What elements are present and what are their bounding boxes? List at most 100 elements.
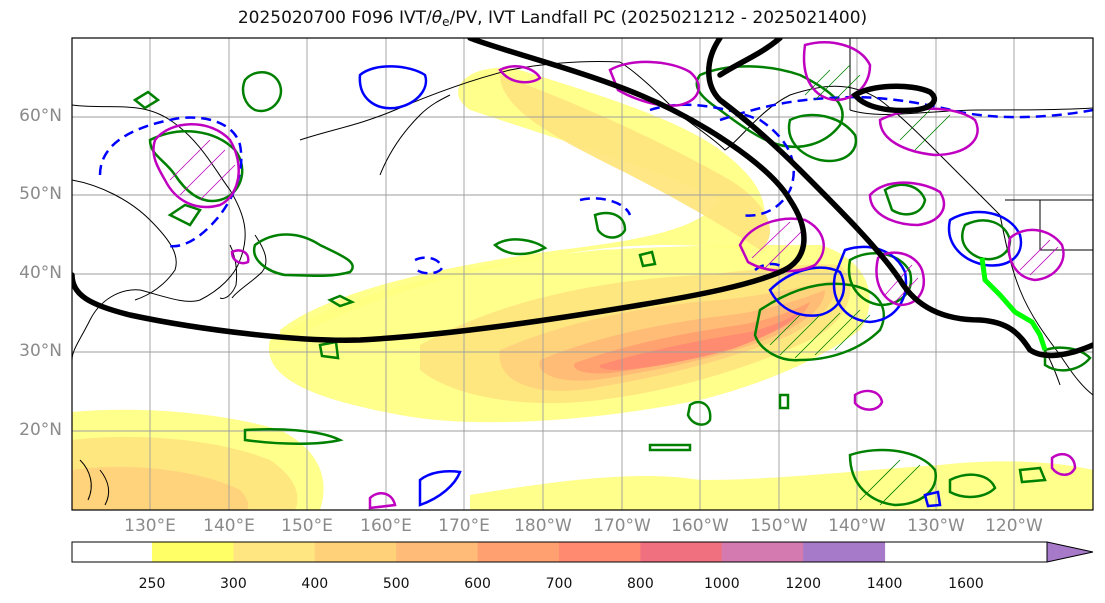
lon-tick-label: 120°W xyxy=(985,516,1043,536)
green-contour-19 xyxy=(686,400,712,426)
colorbar-cell xyxy=(314,542,397,562)
colorbar-below xyxy=(72,542,152,562)
colorbar-tick-label: 1000 xyxy=(703,576,740,592)
pv-solid-contours xyxy=(358,65,1023,508)
colorbar-tick-label: 800 xyxy=(627,576,654,592)
ivt-fill xyxy=(72,68,1093,510)
green-contour-17 xyxy=(1043,346,1092,372)
lat-tick-label: 40°N xyxy=(19,263,62,283)
hatching xyxy=(769,64,951,506)
lat-tick-label: 30°N xyxy=(19,341,62,361)
colorbar-cell xyxy=(559,542,641,562)
map-frame xyxy=(71,37,1094,511)
magenta-contour-2 xyxy=(230,249,250,265)
lat-tick-label: 20°N xyxy=(19,420,62,440)
lon-tick-label: 170°W xyxy=(593,516,651,536)
blue-dash-2 xyxy=(413,256,444,275)
colorbar-tick-label: 1400 xyxy=(866,576,903,592)
green-contour-21 xyxy=(778,393,790,410)
blue-dash-4 xyxy=(649,103,795,217)
coast-kamchatka xyxy=(379,94,451,176)
lon-tick-label: 170°E xyxy=(438,516,490,536)
lat-tick-label: 60°N xyxy=(19,106,62,126)
colorbar-cell xyxy=(152,542,234,562)
coast-japan xyxy=(231,234,267,299)
green-contour-14 xyxy=(753,282,885,362)
lon-tick-label: 160°E xyxy=(360,516,412,536)
thick-contour-east xyxy=(706,38,1093,359)
blue-contour-6 xyxy=(923,490,942,508)
theta-subscript: e xyxy=(442,15,450,29)
lon-tick-label: 150°W xyxy=(750,516,808,536)
coast-korea xyxy=(219,244,238,299)
green-contour-23 xyxy=(948,473,997,499)
colorbar-tick-label: 500 xyxy=(382,576,410,592)
green-contour-3 xyxy=(148,130,244,203)
map-area xyxy=(72,38,1093,510)
blue-dash-5 xyxy=(719,95,1093,122)
title-suffix: /PV, IVT Landfall PC (2025021212 - 20250… xyxy=(449,8,868,28)
green-contour-2 xyxy=(132,90,161,110)
green-contour-10 xyxy=(638,250,657,268)
green-contour-18 xyxy=(243,428,344,445)
green-contour-20 xyxy=(648,443,692,452)
colorbar-tick-label: 400 xyxy=(301,576,329,592)
magenta-contour-12 xyxy=(368,492,397,510)
colorbar-tick-label: 1200 xyxy=(785,576,821,592)
magenta-contour-3 xyxy=(498,65,542,84)
blue-contour-1 xyxy=(358,65,428,110)
green-contour-12 xyxy=(787,113,858,163)
pv-dashed-contours xyxy=(98,95,1093,275)
colorbar-cell xyxy=(721,542,804,562)
theta-symbol: θ xyxy=(431,8,443,28)
lat-tick-label: 50°N xyxy=(19,184,62,204)
lon-tick-label: 140°W xyxy=(828,516,886,536)
colorbar-tick-label: 600 xyxy=(464,576,491,592)
map-title: 2025020700 F096 IVT/θe/PV, IVT Landfall … xyxy=(0,8,1105,29)
green-contour-24 xyxy=(1018,466,1047,484)
ivt-level-250-southeast xyxy=(470,461,1093,510)
thick-contour-loop xyxy=(851,83,938,114)
green-contour-9 xyxy=(593,211,627,239)
green-contour-11 xyxy=(695,65,844,149)
green-contour-4 xyxy=(167,203,202,227)
green-contour-6 xyxy=(327,294,356,308)
magenta-contour-13 xyxy=(1050,452,1077,476)
colorbar-tick-label: 700 xyxy=(545,576,573,592)
magenta-contour-9 xyxy=(875,251,925,307)
blue-contour-4 xyxy=(947,210,1023,267)
green-contour-8 xyxy=(492,238,548,256)
green-contour-13 xyxy=(883,183,927,216)
magenta-contour-1 xyxy=(152,123,240,209)
blue-contour-5 xyxy=(418,470,462,507)
coast-asia-2 xyxy=(72,179,177,301)
green-contour-7 xyxy=(318,340,340,360)
coast-philippines xyxy=(79,459,110,506)
blue-dash-1 xyxy=(98,116,243,248)
colorbar-cell xyxy=(803,542,886,562)
border-us xyxy=(1005,199,1093,251)
lon-tick-label: 180°W xyxy=(514,516,572,536)
magenta-contour-8 xyxy=(738,217,825,273)
green-contour-1 xyxy=(241,71,283,113)
title-prefix: 2025020700 F096 IVT/ xyxy=(237,8,432,28)
ivt-level-300-north xyxy=(500,75,770,250)
magenta-contour-7 xyxy=(868,181,946,227)
lon-tick-label: 140°E xyxy=(203,516,255,536)
lon-tick-label: 150°E xyxy=(281,516,333,536)
ivt-level-600 xyxy=(574,302,810,374)
magenta-contour-10 xyxy=(1007,228,1065,282)
colorbar-extend-arrow xyxy=(1047,542,1093,562)
colorbar-cell xyxy=(396,542,479,562)
green-contour-5 xyxy=(252,233,354,277)
colorbar-cell xyxy=(640,542,723,562)
colorbar-cell xyxy=(477,542,560,562)
colorbar-cell xyxy=(233,542,316,562)
lon-tick-label: 130°W xyxy=(907,516,965,536)
magenta-contour-11 xyxy=(853,389,884,411)
thick-contour xyxy=(72,38,1093,359)
colorbar xyxy=(71,541,1094,563)
blue-dash-6 xyxy=(754,262,787,272)
blue-dash-3 xyxy=(579,197,632,216)
